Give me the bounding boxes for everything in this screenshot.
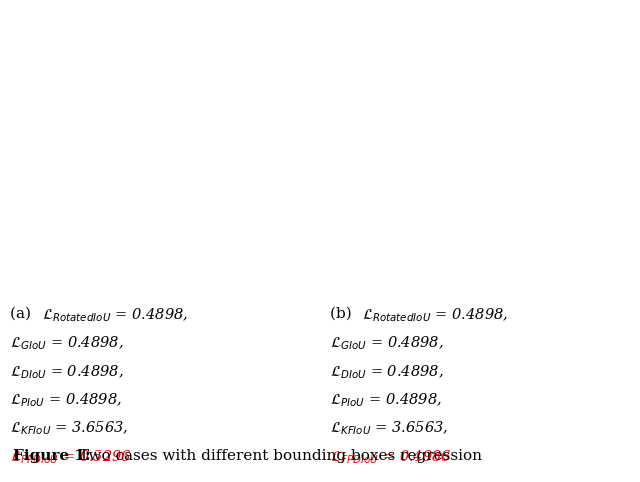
Text: Two cases with different bounding boxes regression: Two cases with different bounding boxes … [74, 449, 482, 463]
Text: $\mathcal{L}_{DIoU}$ = 0.4898,: $\mathcal{L}_{DIoU}$ = 0.4898, [330, 363, 444, 381]
Text: $\mathcal{L}_{FPDIoU}$ = 0.4986: $\mathcal{L}_{FPDIoU}$ = 0.4986 [330, 448, 451, 466]
Text: $\mathcal{L}_{GIoU}$ = 0.4898,: $\mathcal{L}_{GIoU}$ = 0.4898, [330, 335, 444, 352]
Text: (a): (a) [10, 306, 35, 320]
Text: $\mathcal{L}_{RotatedIoU}$ = 0.4898,: $\mathcal{L}_{RotatedIoU}$ = 0.4898, [42, 306, 188, 324]
Text: $\mathcal{L}_{DIoU}$ = 0.4898,: $\mathcal{L}_{DIoU}$ = 0.4898, [10, 363, 124, 381]
Text: $\mathcal{L}_{PIoU}$ = 0.4898,: $\mathcal{L}_{PIoU}$ = 0.4898, [10, 391, 122, 409]
Text: (b): (b) [330, 306, 356, 320]
Text: $\mathcal{L}_{PIoU}$ = 0.4898,: $\mathcal{L}_{PIoU}$ = 0.4898, [330, 391, 442, 409]
Text: $\mathcal{L}_{FPDIoU}$ = 0.5296: $\mathcal{L}_{FPDIoU}$ = 0.5296 [10, 448, 131, 466]
Text: Figure 1:: Figure 1: [13, 449, 90, 463]
Text: $\mathcal{L}_{GIoU}$ = 0.4898,: $\mathcal{L}_{GIoU}$ = 0.4898, [10, 335, 124, 352]
Text: $\mathcal{L}_{KFIoU}$ = 3.6563,: $\mathcal{L}_{KFIoU}$ = 3.6563, [330, 420, 448, 438]
Text: $\mathcal{L}_{KFIoU}$ = 3.6563,: $\mathcal{L}_{KFIoU}$ = 3.6563, [10, 420, 128, 438]
Text: $\mathcal{L}_{RotatedIoU}$ = 0.4898,: $\mathcal{L}_{RotatedIoU}$ = 0.4898, [362, 306, 508, 324]
